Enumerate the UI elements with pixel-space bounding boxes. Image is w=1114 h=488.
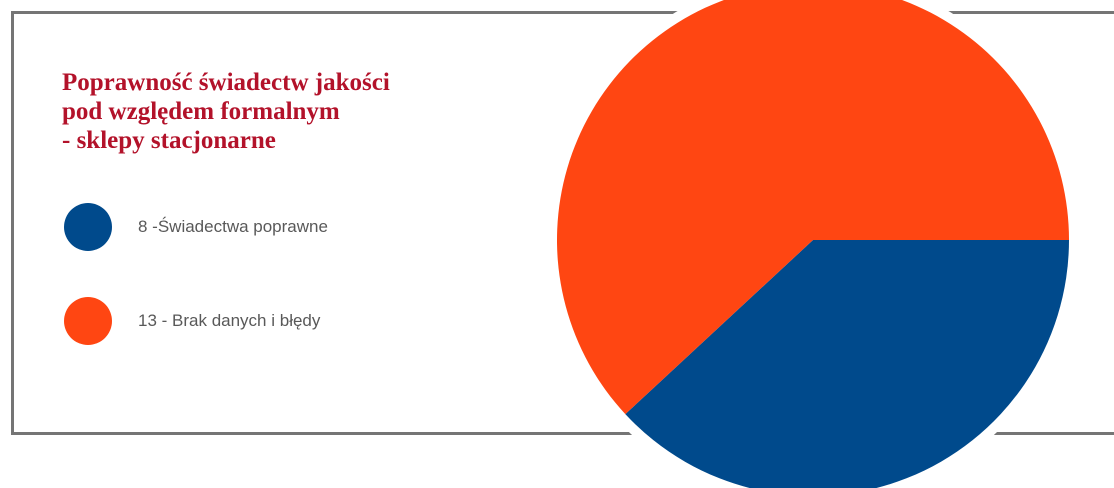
pie-slice-1 — [625, 240, 1069, 488]
chart-title-line-3: - sklepy stacjonarne — [62, 127, 276, 154]
legend-swatch-correct — [64, 203, 112, 251]
chart-title-line-2: pod względem formalnym — [62, 98, 340, 125]
legend-swatch-errors — [64, 297, 112, 345]
chart-title-line-1: Poprawność świadectw jakości — [62, 69, 390, 96]
pie-slice-2 — [557, 0, 1069, 415]
legend-label-correct: 8 -Świadectwa poprawne — [138, 217, 328, 236]
legend-label-errors: 13 - Brak danych i błędy — [138, 311, 321, 330]
card-frame — [11, 11, 1114, 435]
chart-title: Poprawność świadectw jakości pod względe… — [62, 68, 482, 155]
